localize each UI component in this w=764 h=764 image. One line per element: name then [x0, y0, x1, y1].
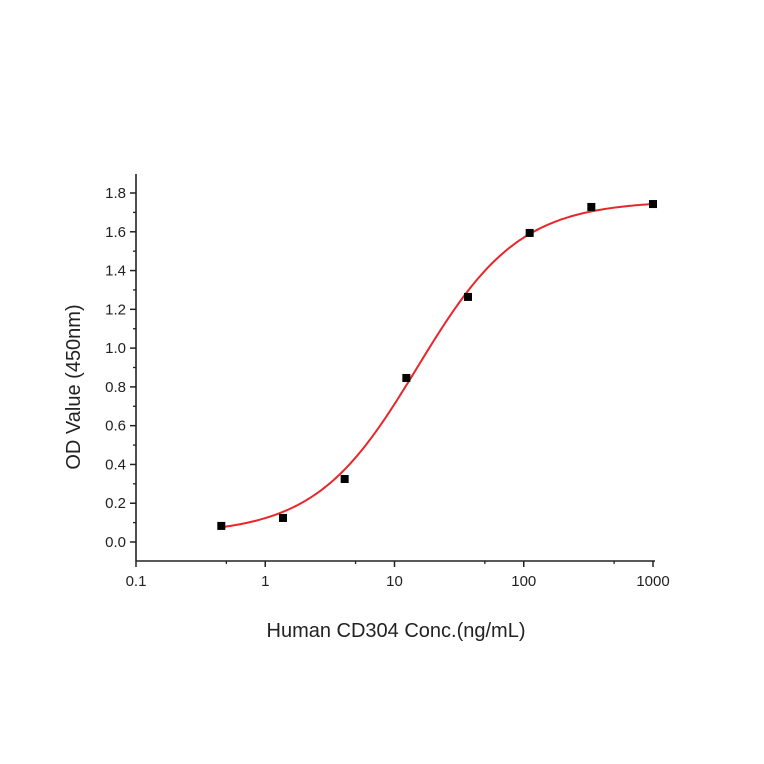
- y-tick-label: 1.8: [105, 185, 126, 202]
- y-tick-label: 0.4: [105, 456, 126, 473]
- x-tick-label: 10: [386, 573, 403, 590]
- y-tick-label: 1.6: [105, 224, 126, 241]
- data-point-marker: [649, 200, 657, 209]
- x-axis-title: Human CD304 Conc.(ng/mL): [267, 620, 526, 642]
- x-axis: 0.1 1 10 100 1000: [126, 560, 670, 590]
- y-tick-label: 1.0: [105, 340, 126, 357]
- plot-area: [217, 200, 657, 530]
- fit-curve: [221, 203, 654, 529]
- y-tick-label: 1.4: [105, 263, 126, 280]
- y-tick-label: 0.0: [105, 534, 126, 551]
- data-point-marker: [340, 474, 349, 483]
- y-axis: 0.0 0.2 0.4 0.6 0.8 1.0 1.2 1.4 1.6 1.8: [105, 174, 137, 561]
- fit-curve-line: [221, 203, 654, 529]
- data-point-marker: [402, 373, 411, 382]
- data-points: [217, 200, 657, 530]
- x-tick-label: 0.1: [126, 573, 147, 590]
- x-tick-label: 1: [261, 573, 269, 590]
- y-tick-label: 0.8: [105, 379, 126, 396]
- data-point-marker: [279, 513, 288, 522]
- data-point-marker: [464, 292, 473, 301]
- x-tick-label: 100: [511, 573, 536, 590]
- x-tick-label: 1000: [636, 573, 669, 590]
- data-point-marker: [525, 228, 534, 237]
- y-axis-title: OD Value (450nm): [63, 304, 85, 469]
- data-point-marker: [587, 202, 596, 211]
- y-tick-label: 0.2: [105, 495, 126, 512]
- y-tick-label: 0.6: [105, 418, 126, 435]
- y-tick-label: 1.2: [105, 301, 126, 318]
- data-point-marker: [217, 521, 226, 530]
